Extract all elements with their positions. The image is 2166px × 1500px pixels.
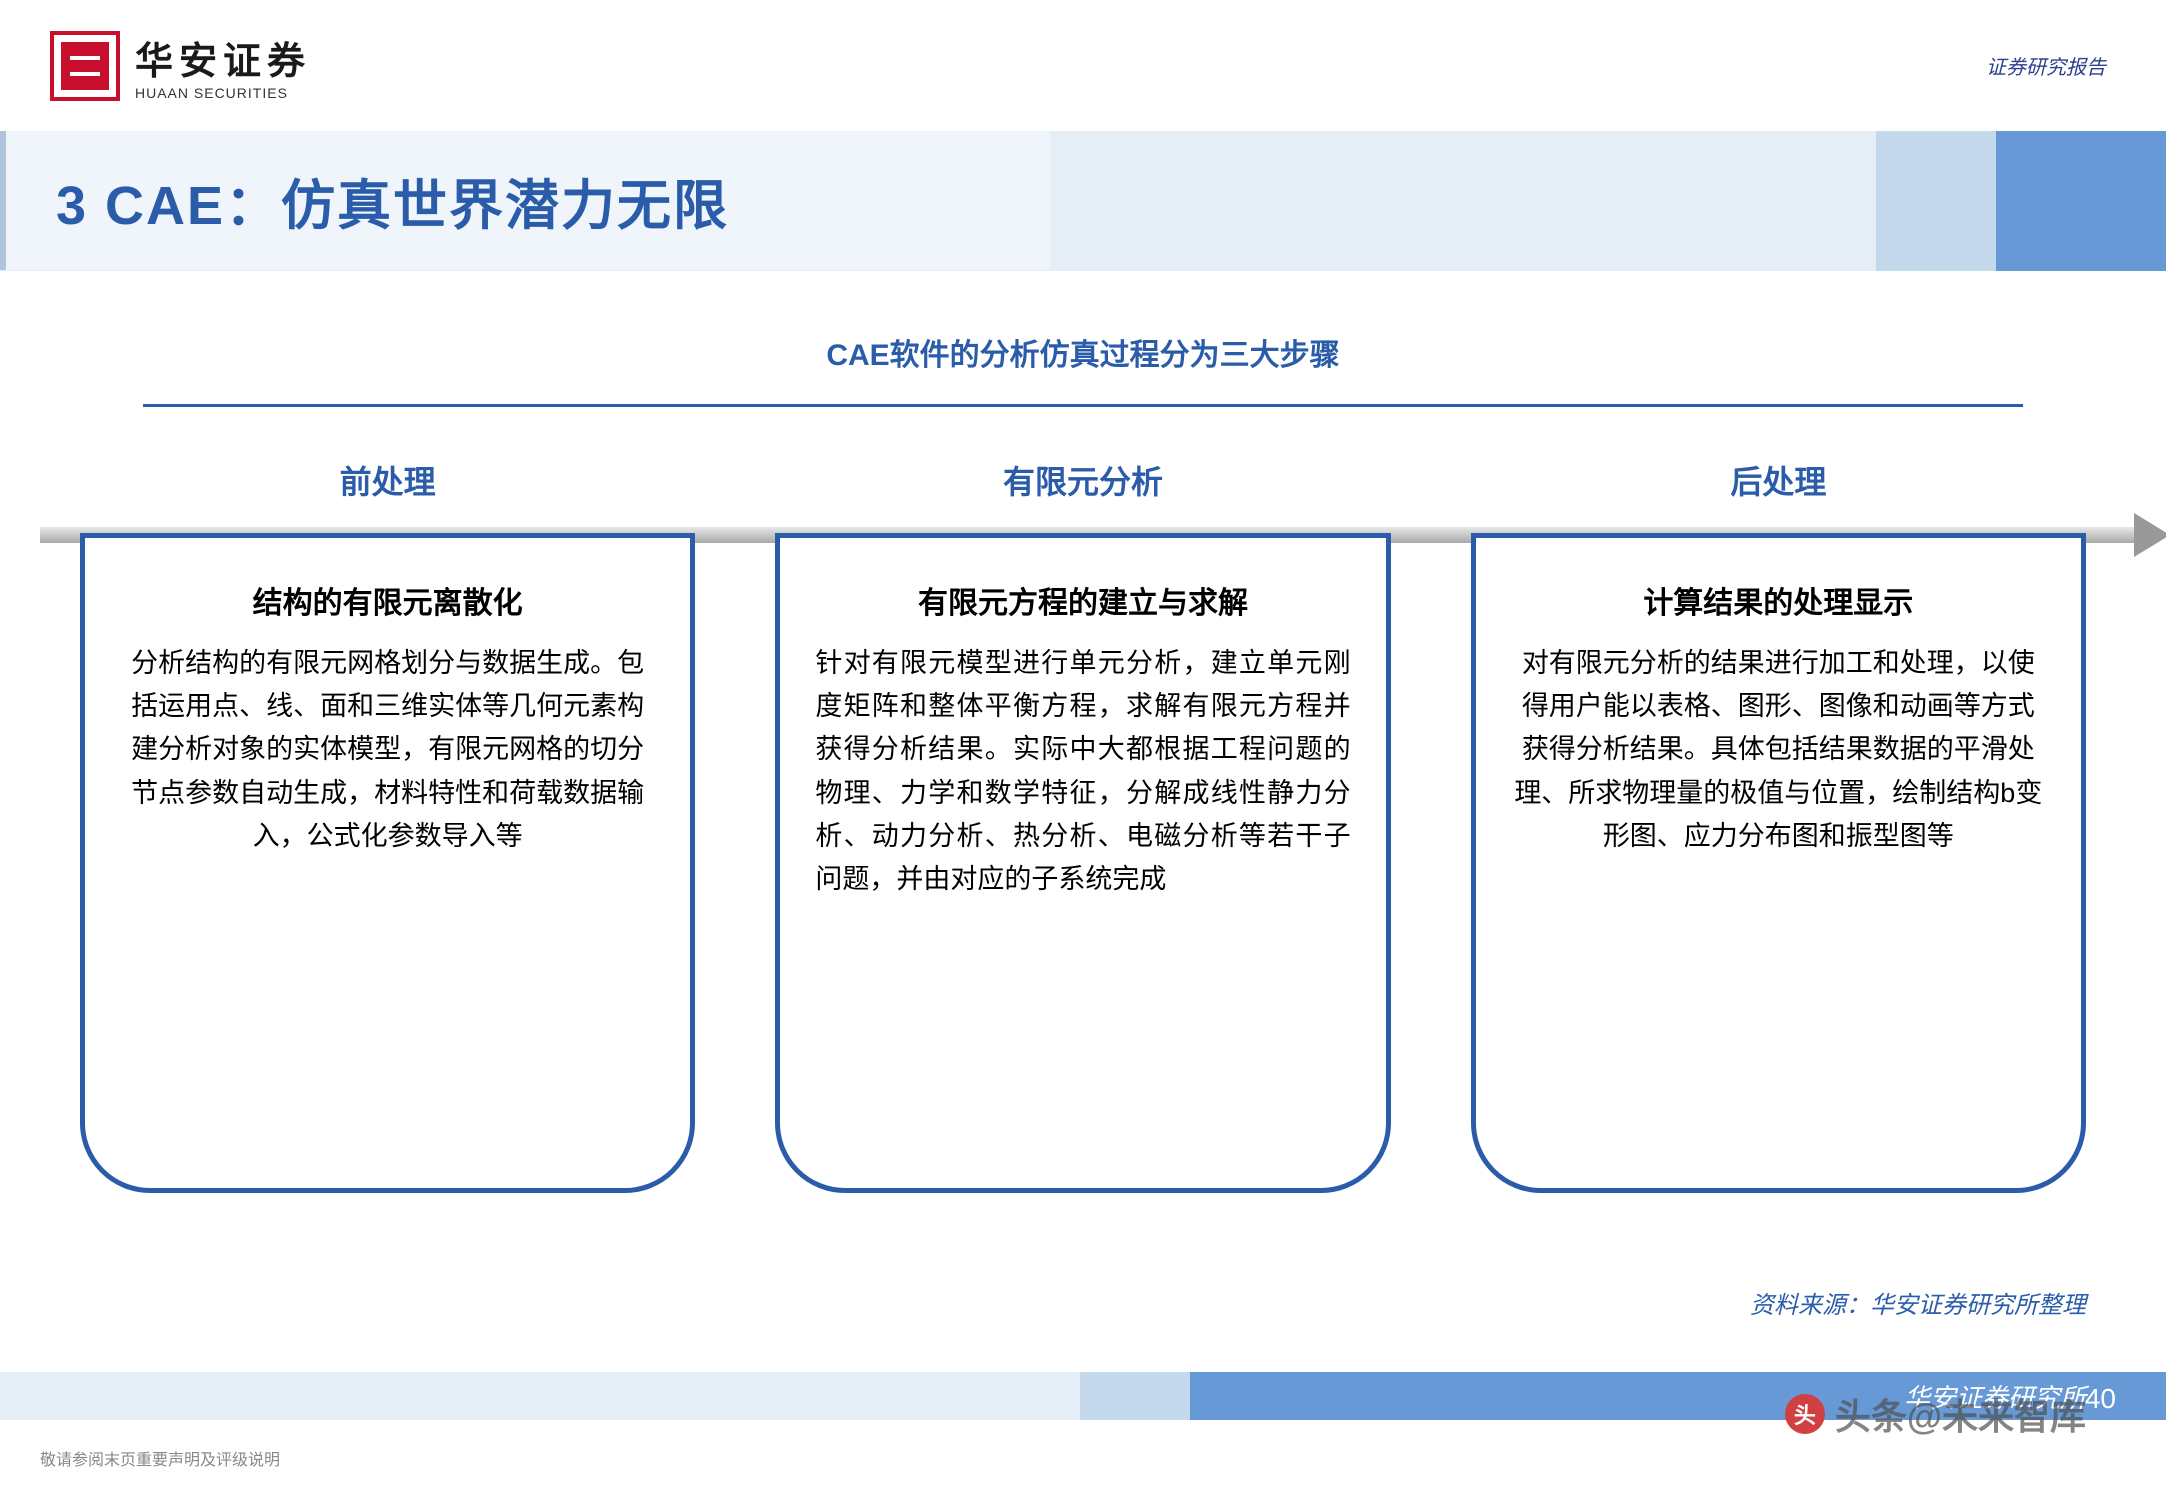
step-2: 有限元分析 有限元方程的建立与求解 针对有限元模型进行单元分析，建立单元刚度矩阵… [775, 457, 1390, 1193]
steps-row: 前处理 结构的有限元离散化 分析结构的有限元网格划分与数据生成。包括运用点、线、… [80, 457, 2086, 1193]
step-1: 前处理 结构的有限元离散化 分析结构的有限元网格划分与数据生成。包括运用点、线、… [80, 457, 695, 1193]
step-1-body: 分析结构的有限元网格划分与数据生成。包括运用点、线、面和三维实体等几何元素构建分… [120, 642, 655, 858]
step-3-label: 后处理 [1710, 457, 1846, 503]
logo-sub: HUAAN SECURITIES [135, 85, 311, 101]
slide-title: 3 CAE：仿真世界潜力无限 [56, 161, 1000, 240]
step-3: 后处理 计算结果的处理显示 对有限元分析的结果进行加工和处理，以使得用户能以表格… [1471, 457, 2086, 1193]
arrow-head-icon [2134, 513, 2166, 557]
logo-main: 华安证券 [135, 30, 311, 85]
step-2-box: 有限元方程的建立与求解 针对有限元模型进行单元分析，建立单元刚度矩阵和整体平衡方… [775, 533, 1390, 1193]
watermark-text: 头条@未来智库 [1835, 1388, 2086, 1440]
step-3-box: 计算结果的处理显示 对有限元分析的结果进行加工和处理，以使得用户能以表格、图形、… [1471, 533, 2086, 1193]
step-1-box: 结构的有限元离散化 分析结构的有限元网格划分与数据生成。包括运用点、线、面和三维… [80, 533, 695, 1193]
footer-note: 敬请参阅末页重要声明及评级说明 [40, 1446, 280, 1470]
title-bar: 3 CAE：仿真世界潜力无限 [0, 131, 2166, 270]
step-3-body: 对有限元分析的结果进行加工和处理，以使得用户能以表格、图形、图像和动画等方式获得… [1511, 642, 2046, 858]
step-1-label: 前处理 [320, 457, 456, 503]
subtitle: CAE软件的分析仿真过程分为三大步骤 [0, 330, 2166, 374]
step-2-title: 有限元方程的建立与求解 [815, 578, 1350, 622]
logo-text: 华安证券 HUAAN SECURITIES [135, 30, 311, 101]
watermark-icon: 头 [1785, 1394, 1825, 1434]
step-3-title: 计算结果的处理显示 [1511, 578, 2046, 622]
page-number: 40 [2085, 1383, 2116, 1415]
step-1-title: 结构的有限元离散化 [120, 578, 655, 622]
watermark: 头 头条@未来智库 [1785, 1388, 2086, 1440]
logo-area: 华安证券 HUAAN SECURITIES [50, 30, 311, 101]
title-box: 3 CAE：仿真世界潜力无限 [0, 131, 1050, 270]
header: 华安证券 HUAAN SECURITIES 证券研究报告 [0, 0, 2166, 121]
report-label: 证券研究报告 [1986, 51, 2106, 80]
source-label: 资料来源：华安证券研究所整理 [1750, 1285, 2086, 1320]
content-area: 前处理 结构的有限元离散化 分析结构的有限元网格划分与数据生成。包括运用点、线、… [0, 407, 2166, 1193]
logo-icon [50, 31, 120, 101]
step-2-body: 针对有限元模型进行单元分析，建立单元刚度矩阵和整体平衡方程，求解有限元方程并获得… [815, 642, 1350, 901]
step-2-label: 有限元分析 [983, 457, 1183, 503]
